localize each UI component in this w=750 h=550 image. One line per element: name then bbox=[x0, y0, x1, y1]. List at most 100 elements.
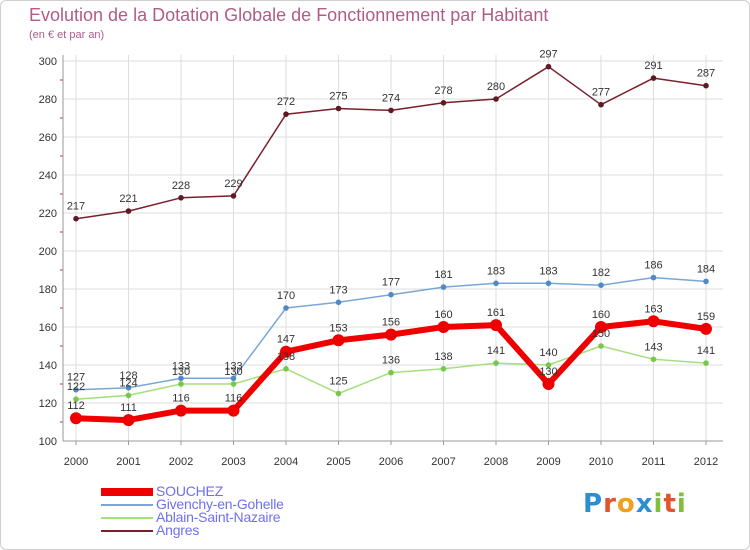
data-point-givenchy-en-gohelle bbox=[335, 299, 342, 306]
data-point-givenchy-en-gohelle bbox=[650, 274, 657, 281]
data-point-angres bbox=[493, 96, 499, 102]
data-label-ablain-saint-nazaire: 138 bbox=[277, 351, 295, 363]
x-tick-label: 2000 bbox=[64, 456, 88, 468]
data-label-angres: 229 bbox=[224, 178, 242, 190]
data-point-angres bbox=[598, 101, 604, 108]
data-label-givenchy-en-gohelle: 173 bbox=[329, 284, 347, 296]
x-tick-label: 2009 bbox=[536, 456, 560, 468]
data-point-souchez bbox=[227, 404, 240, 417]
data-point-souchez bbox=[385, 328, 397, 341]
data-label-givenchy-en-gohelle: 133 bbox=[224, 360, 242, 372]
data-label-givenchy-en-gohelle: 170 bbox=[277, 290, 295, 302]
data-label-souchez: 159 bbox=[697, 311, 715, 323]
data-point-angres bbox=[73, 215, 79, 222]
x-tick-label: 2004 bbox=[274, 456, 298, 468]
data-point-souchez bbox=[647, 315, 660, 328]
data-point-givenchy-en-gohelle bbox=[545, 280, 552, 287]
legend-label: Givenchy-en-Gohelle bbox=[156, 496, 284, 512]
chart-subtitle: (en € et par an) bbox=[29, 29, 105, 41]
data-point-givenchy-en-gohelle bbox=[440, 284, 447, 290]
data-point-givenchy-en-gohelle bbox=[73, 386, 79, 393]
legend-label: Ablain-Saint-Nazaire bbox=[156, 509, 281, 525]
x-tick-label: 2010 bbox=[589, 456, 613, 468]
legend-swatch bbox=[101, 488, 153, 496]
data-point-angres bbox=[335, 105, 342, 112]
series-lines bbox=[70, 63, 712, 427]
data-label-souchez: 116 bbox=[172, 393, 190, 405]
y-tick-label: 200 bbox=[39, 246, 57, 258]
data-label-souchez: 163 bbox=[644, 303, 662, 315]
x-tick-label: 2008 bbox=[484, 456, 508, 468]
data-label-givenchy-en-gohelle: 127 bbox=[67, 372, 85, 384]
data-label-angres: 275 bbox=[329, 91, 347, 103]
data-point-ablain-saint-nazaire bbox=[283, 366, 289, 372]
x-tick-label: 2003 bbox=[221, 456, 245, 468]
legend-label: Angres bbox=[156, 522, 200, 538]
data-point-angres bbox=[230, 193, 237, 199]
data-label-givenchy-en-gohelle: 183 bbox=[487, 265, 505, 277]
data-point-ablain-saint-nazaire bbox=[125, 392, 132, 399]
legend-swatch bbox=[101, 517, 153, 519]
data-label-givenchy-en-gohelle: 177 bbox=[382, 277, 400, 289]
data-label-givenchy-en-gohelle: 182 bbox=[592, 267, 610, 279]
data-point-angres bbox=[283, 111, 289, 117]
data-label-souchez: 156 bbox=[382, 317, 400, 329]
data-label-givenchy-en-gohelle: 181 bbox=[434, 269, 452, 281]
x-tick-label: 2011 bbox=[642, 456, 666, 468]
data-labels: 217 221 228 229 272 275 274 278 280 297 277 291 287 1… bbox=[67, 49, 715, 414]
x-tick-label: 2002 bbox=[169, 456, 193, 468]
data-point-souchez bbox=[595, 321, 607, 333]
y-tick-label: 300 bbox=[39, 56, 57, 68]
data-label-souchez: 111 bbox=[120, 402, 137, 414]
data-label-souchez: 161 bbox=[487, 307, 505, 319]
data-label-souchez: 160 bbox=[592, 309, 610, 321]
data-label-ablain-saint-nazaire: 141 bbox=[697, 345, 715, 357]
data-label-souchez: 116 bbox=[225, 393, 243, 405]
data-label-angres: 221 bbox=[119, 193, 137, 205]
data-label-souchez: 112 bbox=[67, 400, 85, 412]
legend-label: SOUCHEZ bbox=[156, 483, 224, 499]
x-tick-label: 2006 bbox=[379, 456, 403, 468]
data-point-angres bbox=[388, 107, 394, 114]
legend-swatch bbox=[101, 504, 153, 506]
data-label-angres: 297 bbox=[539, 49, 557, 61]
data-label-ablain-saint-nazaire: 122 bbox=[67, 381, 85, 393]
data-point-souchez bbox=[437, 321, 450, 333]
data-point-givenchy-en-gohelle bbox=[125, 385, 132, 391]
data-label-angres: 228 bbox=[172, 180, 190, 192]
axes: 100 120 140 160 180 200 220 240 260 280 300 2000 200… bbox=[39, 55, 723, 468]
y-tick-label: 160 bbox=[39, 322, 57, 334]
y-tick-label: 260 bbox=[39, 132, 57, 144]
data-label-ablain-saint-nazaire: 141 bbox=[487, 345, 505, 357]
data-point-givenchy-en-gohelle bbox=[178, 375, 184, 382]
data-label-angres: 287 bbox=[697, 68, 715, 80]
data-label-souchez: 130 bbox=[539, 366, 557, 378]
y-tick-label: 220 bbox=[39, 208, 57, 220]
data-label-angres: 291 bbox=[644, 60, 662, 72]
y-tick-label: 180 bbox=[39, 284, 57, 296]
legend-swatch bbox=[101, 530, 153, 532]
data-point-givenchy-en-gohelle bbox=[493, 280, 499, 287]
data-label-souchez: 160 bbox=[434, 309, 452, 321]
data-label-ablain-saint-nazaire: 124 bbox=[119, 377, 137, 389]
proxiti-logo: Proxiti bbox=[583, 489, 687, 519]
y-tick-label: 280 bbox=[39, 94, 57, 106]
y-tick-label: 120 bbox=[39, 398, 57, 410]
data-label-angres: 217 bbox=[67, 201, 85, 213]
data-point-souchez bbox=[490, 319, 502, 332]
grid-lines bbox=[63, 55, 723, 441]
data-label-givenchy-en-gohelle: 184 bbox=[697, 263, 715, 275]
data-label-ablain-saint-nazaire: 136 bbox=[382, 355, 400, 367]
data-point-givenchy-en-gohelle bbox=[598, 282, 604, 289]
data-point-ablain-saint-nazaire bbox=[388, 369, 394, 376]
data-label-ablain-saint-nazaire: 143 bbox=[644, 341, 662, 353]
data-point-givenchy-en-gohelle bbox=[703, 278, 709, 285]
data-label-souchez: 153 bbox=[329, 322, 347, 334]
data-point-souchez bbox=[700, 322, 712, 335]
data-label-ablain-saint-nazaire: 130 bbox=[224, 366, 242, 378]
y-tick-label: 140 bbox=[39, 360, 57, 372]
chart-title: Evolution de la Dotation Globale de Fonc… bbox=[29, 5, 549, 25]
data-label-souchez: 147 bbox=[277, 334, 295, 346]
